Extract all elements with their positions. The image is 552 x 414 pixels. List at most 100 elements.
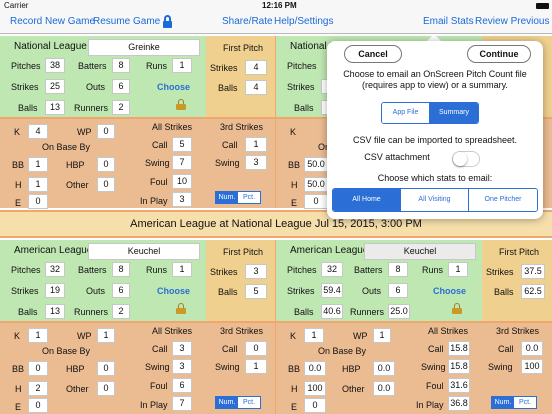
pitcher-name-field: Keuchel bbox=[364, 243, 476, 260]
record-new-game-button[interactable]: Record New Game bbox=[10, 16, 96, 27]
divider bbox=[0, 117, 276, 119]
cancel-button[interactable]: Cancel bbox=[344, 45, 402, 63]
ts-swing-label: Swing bbox=[215, 158, 240, 168]
e-value: 0 bbox=[28, 194, 48, 209]
app-file-option[interactable]: App File bbox=[382, 103, 430, 123]
strikes-label: Strikes bbox=[11, 82, 39, 92]
pitches-label: Pitches bbox=[287, 61, 317, 71]
stats-scope-segment[interactable]: All Home All Visiting One Pitcher bbox=[332, 188, 538, 212]
foul-value: 6 bbox=[172, 378, 192, 393]
third-strikes-label: 3rd Strikes bbox=[496, 326, 540, 336]
batters-value: 8 bbox=[388, 262, 408, 277]
pitcher-panel-visiting: American League Keuchel Pitches 32 Strik… bbox=[0, 240, 277, 414]
pitcher-name-field[interactable]: Keuchel bbox=[88, 243, 200, 260]
all-home-option[interactable]: All Home bbox=[333, 189, 401, 211]
choose-button[interactable]: Choose bbox=[157, 286, 191, 296]
batters-value: 8 bbox=[112, 58, 130, 73]
popover-arrow bbox=[426, 34, 442, 42]
pitches-value: 38 bbox=[45, 58, 65, 73]
help-settings-button[interactable]: Help/Settings bbox=[274, 16, 334, 27]
bb-value: 0 bbox=[28, 361, 48, 376]
foul-label: Foul bbox=[426, 381, 444, 391]
review-previous-button[interactable]: Review Previous bbox=[475, 16, 550, 27]
pct-option[interactable]: Pct. bbox=[514, 397, 536, 408]
fp-strikes-value: 37.5 bbox=[521, 264, 545, 279]
email-stats-button[interactable]: Email Stats bbox=[423, 16, 474, 27]
pct-option[interactable]: Pct. bbox=[238, 192, 260, 203]
num-option[interactable]: Num. bbox=[216, 397, 238, 408]
e-label: E bbox=[291, 402, 298, 412]
strikes-label: Strikes bbox=[11, 286, 39, 296]
swing-label: Swing bbox=[145, 158, 170, 168]
fp-balls-value: 4 bbox=[245, 80, 267, 95]
e-value: 0 bbox=[304, 194, 328, 209]
ts-call-label: Call bbox=[222, 140, 238, 150]
num-pct-toggle[interactable]: Num. Pct. bbox=[491, 396, 537, 409]
runners-value: 2 bbox=[112, 304, 130, 319]
foul-label: Foul bbox=[150, 381, 168, 391]
num-pct-toggle[interactable]: Num. Pct. bbox=[215, 191, 261, 204]
in-play-label: In Play bbox=[416, 400, 444, 410]
lock-icon[interactable] bbox=[176, 99, 186, 110]
divider bbox=[0, 321, 276, 323]
choose-button[interactable]: Choose bbox=[157, 82, 191, 92]
pct-option[interactable]: Pct. bbox=[238, 397, 260, 408]
divider bbox=[276, 321, 552, 323]
summary-option[interactable]: Summary bbox=[430, 103, 478, 123]
lock-icon[interactable] bbox=[452, 303, 462, 314]
outs-label: Outs bbox=[86, 82, 106, 92]
num-option[interactable]: Num. bbox=[216, 192, 238, 203]
first-pitch-zone bbox=[206, 36, 276, 118]
on-base-by-label: On Base By bbox=[42, 346, 91, 356]
all-strikes-label: All Strikes bbox=[152, 122, 193, 132]
foul-value: 31.6 bbox=[448, 378, 470, 393]
runners-label: Runners bbox=[74, 307, 109, 317]
e-label: E bbox=[15, 198, 22, 208]
all-strikes-label: All Strikes bbox=[428, 326, 469, 336]
pitcher-name-field[interactable]: Greinke bbox=[88, 39, 200, 56]
resume-game-button[interactable]: Resume Game bbox=[93, 16, 161, 27]
share-rate-button[interactable]: Share/Rate bbox=[222, 16, 273, 27]
strikes-value: 19 bbox=[45, 283, 65, 298]
ts-call-label: Call bbox=[222, 344, 238, 354]
choose-button[interactable]: Choose bbox=[433, 286, 467, 296]
wp-value: 1 bbox=[373, 328, 391, 343]
all-visiting-option[interactable]: All Visiting bbox=[401, 189, 469, 211]
first-pitch-label: First Pitch bbox=[223, 247, 264, 257]
e-label: E bbox=[291, 198, 298, 208]
other-label: Other bbox=[66, 384, 89, 394]
one-pitcher-option[interactable]: One Pitcher bbox=[469, 189, 537, 211]
k-label: K bbox=[290, 331, 297, 341]
first-pitch-zone bbox=[206, 240, 276, 322]
fp-strikes-label: Strikes bbox=[210, 63, 238, 73]
runs-value: 1 bbox=[448, 262, 468, 277]
runs-label: Runs bbox=[146, 61, 168, 71]
email-stats-popover: Cancel Continue Choose to email an OnScr… bbox=[327, 41, 543, 219]
num-pct-toggle[interactable]: Num. Pct. bbox=[215, 396, 261, 409]
fp-strikes-value: 3 bbox=[245, 264, 267, 279]
num-option[interactable]: Num. bbox=[492, 397, 514, 408]
fp-balls-value: 62.5 bbox=[521, 284, 545, 299]
strikes-value: 59.4 bbox=[321, 283, 343, 298]
ts-swing-value: 1 bbox=[245, 359, 267, 374]
k-label: K bbox=[14, 331, 21, 341]
lock-icon[interactable] bbox=[176, 303, 186, 314]
third-strikes-label: 3rd Strikes bbox=[220, 326, 264, 336]
ts-swing-label: Swing bbox=[488, 362, 513, 372]
unlock-icon[interactable] bbox=[163, 15, 174, 29]
bb-value: 1 bbox=[28, 157, 48, 172]
csv-attachment-switch[interactable] bbox=[452, 151, 480, 167]
pitcher-panel-home: National League Greinke Pitches 38 Strik… bbox=[0, 36, 277, 209]
other-label: Other bbox=[66, 180, 89, 190]
file-type-segment[interactable]: App File Summary bbox=[381, 102, 479, 124]
balls-label: Balls bbox=[18, 103, 38, 113]
batters-label: Batters bbox=[78, 61, 107, 71]
batters-value: 8 bbox=[112, 262, 130, 277]
k-label: K bbox=[290, 127, 297, 137]
fp-balls-label: Balls bbox=[218, 83, 238, 93]
ts-swing-label: Swing bbox=[215, 362, 240, 372]
pitcher-panel-visiting-pct: American League Keuchel Pitches 32 Strik… bbox=[276, 240, 552, 414]
wp-label: WP bbox=[77, 127, 92, 137]
outs-label: Outs bbox=[362, 286, 382, 296]
continue-button[interactable]: Continue bbox=[467, 45, 531, 63]
